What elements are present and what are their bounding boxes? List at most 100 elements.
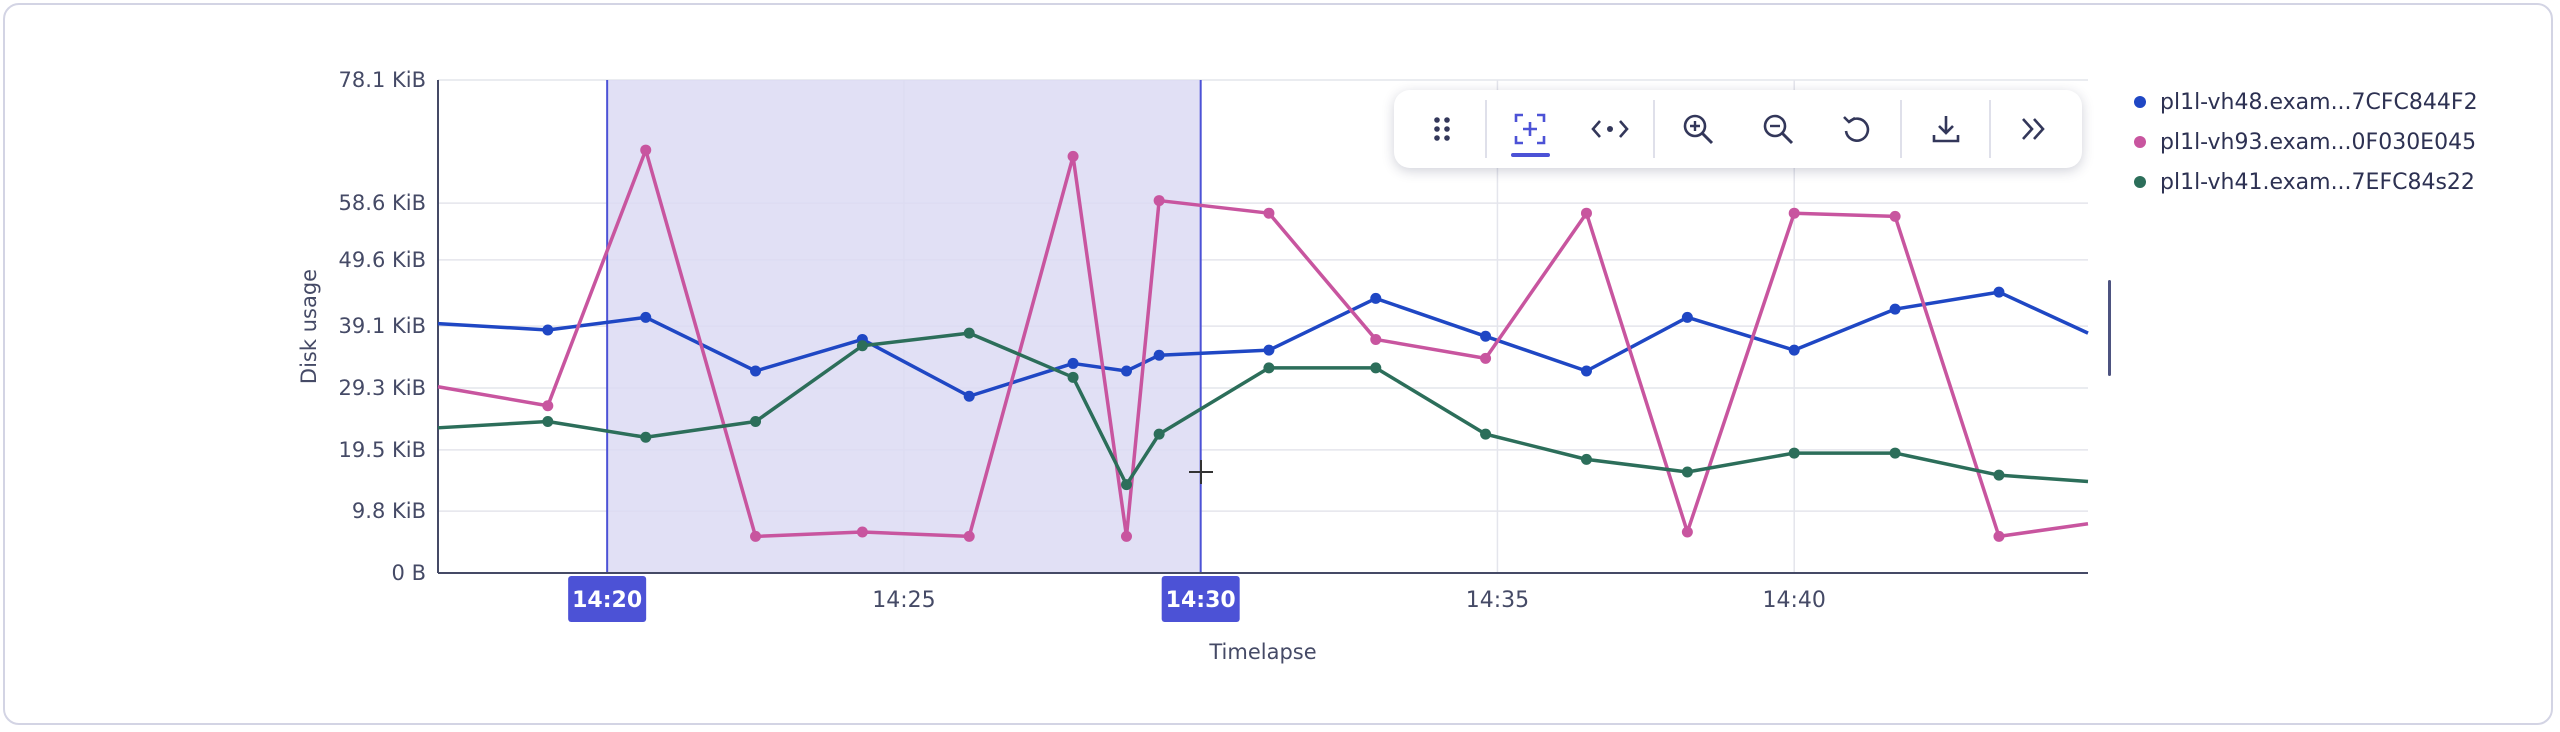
x-tick-label: 14:30: [1166, 588, 1236, 613]
data-point[interactable]: [1480, 352, 1492, 364]
time-selection-range[interactable]: [607, 80, 1201, 573]
data-point[interactable]: [542, 416, 554, 428]
data-point[interactable]: [542, 400, 554, 412]
select-zoom-icon: [1515, 113, 1546, 145]
crosshair-cursor-icon: [1189, 460, 1213, 484]
data-point[interactable]: [963, 390, 975, 402]
expand-legend-button[interactable]: [1995, 97, 2074, 161]
data-point[interactable]: [1889, 303, 1901, 315]
data-point[interactable]: [750, 416, 762, 428]
drag-handle-button[interactable]: [1402, 97, 1481, 161]
data-point[interactable]: [1263, 344, 1275, 356]
series-line: [437, 148, 2089, 539]
x-tick-label: 14:25: [872, 588, 935, 613]
data-point[interactable]: [1681, 311, 1693, 323]
data-point[interactable]: [750, 365, 762, 377]
x-tick-highlight: [1161, 576, 1240, 622]
legend-item-series-3[interactable]: pl1l-vh41.exam...7EFC84s22: [2134, 162, 2478, 202]
pan-icon: [1590, 120, 1629, 138]
legend-item-series-1[interactable]: pl1l-vh48.exam...7CFC844F2: [2134, 82, 2478, 122]
download-button[interactable]: [1906, 97, 1985, 161]
data-point[interactable]: [1480, 428, 1492, 440]
axes: [437, 80, 2088, 574]
zoom-in-icon: [1684, 114, 1714, 145]
double-chevron-right-icon: [2022, 118, 2046, 140]
series-1: [437, 286, 2089, 402]
data-point[interactable]: [542, 324, 554, 336]
data-point[interactable]: [1788, 447, 1800, 459]
y-tick-label: 19.5 KiB: [339, 438, 426, 462]
series-line: [437, 331, 2089, 487]
data-point[interactable]: [1370, 362, 1382, 374]
x-tick-label: 14:20: [572, 588, 642, 613]
toolbar-divider: [1989, 100, 1991, 158]
data-point[interactable]: [1580, 365, 1592, 377]
data-point[interactable]: [1788, 344, 1800, 356]
pan-button[interactable]: [1570, 97, 1649, 161]
legend-item-series-2[interactable]: pl1l-vh93.exam...0F030E045: [2134, 122, 2478, 162]
data-point[interactable]: [1993, 469, 2005, 481]
data-point[interactable]: [1120, 479, 1132, 491]
data-point[interactable]: [1263, 207, 1275, 219]
legend-marker: [2134, 176, 2146, 188]
series-line: [437, 290, 2089, 399]
data-point[interactable]: [1788, 207, 1800, 219]
data-point[interactable]: [1370, 292, 1382, 304]
zoom-in-button[interactable]: [1659, 97, 1738, 161]
data-point[interactable]: [640, 311, 652, 323]
legend-label: pl1l-vh48.exam...7CFC844F2: [2160, 89, 2478, 115]
data-point[interactable]: [1153, 195, 1165, 207]
select-zoom-button[interactable]: [1491, 97, 1570, 161]
y-tick-label: 0 B: [392, 561, 426, 585]
toolbar-divider: [1653, 100, 1655, 158]
legend-label: pl1l-vh41.exam...7EFC84s22: [2160, 169, 2475, 195]
y-tick-label: 29.3 KiB: [339, 376, 426, 400]
x-tick-label: 14:35: [1466, 588, 1529, 613]
x-axis-title: Timelapse: [1208, 640, 1316, 664]
legend-scroll-handle[interactable]: [2108, 280, 2111, 376]
legend-label: pl1l-vh93.exam...0F030E045: [2160, 129, 2477, 155]
data-point[interactable]: [1263, 362, 1275, 374]
data-point[interactable]: [1580, 453, 1592, 465]
series-3: [437, 327, 2089, 491]
data-point[interactable]: [856, 526, 868, 538]
data-point[interactable]: [1889, 447, 1901, 459]
y-tick-label: 78.1 KiB: [339, 68, 426, 92]
data-point[interactable]: [640, 431, 652, 443]
data-point[interactable]: [1120, 530, 1132, 542]
data-point[interactable]: [1580, 207, 1592, 219]
data-point[interactable]: [963, 327, 975, 339]
y-tick-label: 58.6 KiB: [339, 191, 426, 215]
download-icon: [1932, 116, 1959, 143]
y-axis-title: Disk usage: [297, 269, 321, 384]
toolbar-divider: [1900, 100, 1902, 158]
data-point[interactable]: [1681, 526, 1693, 538]
data-point[interactable]: [1480, 330, 1492, 342]
data-point[interactable]: [1889, 210, 1901, 222]
data-point[interactable]: [1153, 428, 1165, 440]
data-point[interactable]: [1067, 371, 1079, 383]
data-point[interactable]: [1067, 357, 1079, 369]
data-point[interactable]: [1153, 349, 1165, 361]
data-point[interactable]: [1993, 286, 2005, 298]
data-point[interactable]: [750, 530, 762, 542]
data-point[interactable]: [640, 144, 652, 156]
y-tick-label: 9.8 KiB: [352, 499, 426, 523]
x-tick-label: 14:40: [1763, 588, 1826, 613]
data-point[interactable]: [1681, 466, 1693, 478]
reset-icon: [1842, 116, 1869, 142]
data-point[interactable]: [1120, 365, 1132, 377]
data-point[interactable]: [856, 340, 868, 352]
legend-marker: [2134, 96, 2146, 108]
y-axis-ticks: 0 B 9.8 KiB 19.5 KiB 29.3 KiB 39.1 KiB 49.6 K…: [339, 68, 426, 585]
reset-zoom-button[interactable]: [1817, 97, 1896, 161]
chart-card: [3, 3, 2553, 725]
data-point[interactable]: [1993, 530, 2005, 542]
data-point[interactable]: [1370, 333, 1382, 345]
chart-legend: pl1l-vh48.exam...7CFC844F2 pl1l-vh93.exa…: [2134, 82, 2478, 202]
data-point[interactable]: [963, 530, 975, 542]
y-tick-label: 49.6 KiB: [339, 248, 426, 272]
data-point[interactable]: [1067, 150, 1079, 162]
zoom-out-button[interactable]: [1738, 97, 1817, 161]
